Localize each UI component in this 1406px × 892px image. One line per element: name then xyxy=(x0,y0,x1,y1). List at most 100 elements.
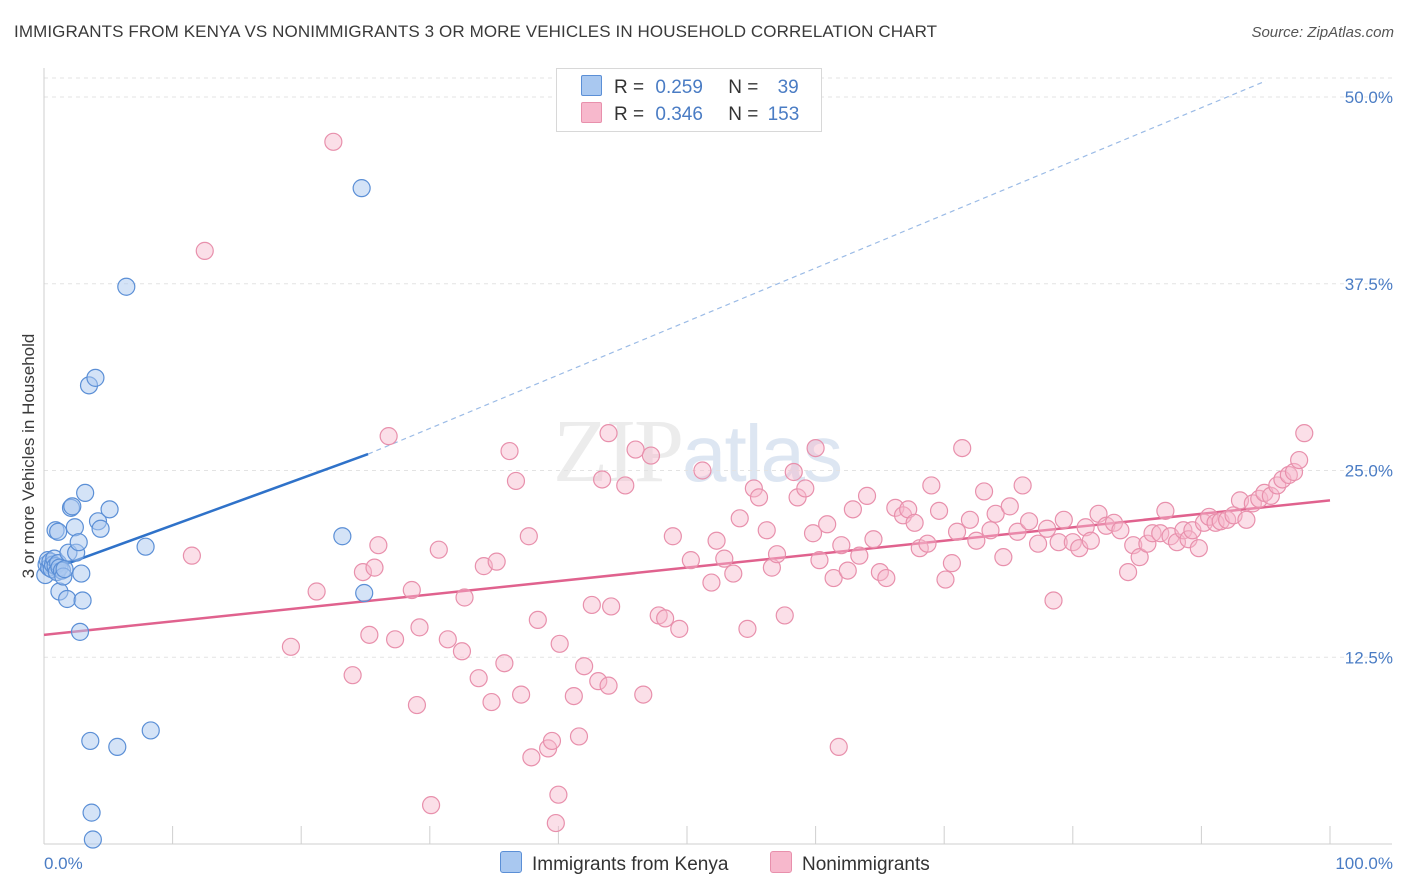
point-nonimmigrants xyxy=(1290,450,1309,470)
point-nonimmigrants xyxy=(994,548,1013,567)
grid-lines xyxy=(44,77,1392,658)
point-nonimmigrants xyxy=(967,531,986,550)
point-nonimmigrants xyxy=(656,609,675,628)
point-nonimmigrants xyxy=(947,522,967,541)
point-nonimmigrants xyxy=(182,546,201,565)
point-kenya xyxy=(100,500,119,519)
y-tick-label: 12.5% xyxy=(1345,648,1393,667)
point-nonimmigrants xyxy=(767,545,787,564)
legend-item-nonimmigrants[interactable]: Nonimmigrants xyxy=(770,851,930,876)
point-nonimmigrants xyxy=(663,527,682,546)
point-nonimmigrants xyxy=(775,606,794,625)
point-nonimmigrants xyxy=(487,552,506,571)
point-nonimmigrants xyxy=(974,482,994,501)
point-nonimmigrants xyxy=(1049,533,1068,552)
point-kenya xyxy=(58,589,77,609)
point-nonimmigrants xyxy=(575,657,594,676)
point-kenya xyxy=(83,830,102,849)
point-nonimmigrants xyxy=(715,549,734,568)
point-nonimmigrants xyxy=(670,619,689,638)
point-nonimmigrants xyxy=(195,241,214,260)
point-nonimmigrants xyxy=(512,685,531,704)
point-nonimmigrants xyxy=(599,424,618,443)
legend-swatch-kenya xyxy=(581,75,602,96)
point-nonimmigrants xyxy=(546,813,565,833)
point-kenya xyxy=(55,560,74,579)
point-nonimmigrants xyxy=(307,582,326,601)
point-nonimmigrants xyxy=(564,686,583,706)
point-kenya xyxy=(91,519,110,538)
point-nonimmigrants xyxy=(693,461,712,480)
point-nonimmigrants xyxy=(589,672,608,691)
point-kenya xyxy=(73,591,92,610)
point-nonimmigrants xyxy=(1237,510,1256,529)
legend-label-kenya: Immigrants from Kenya xyxy=(532,854,729,875)
correlation-legend: R = 0.259 N = 39 R = 0.346 N = 153 xyxy=(556,68,822,132)
chart-title: IMMIGRANTS FROM KENYA VS NONIMMIGRANTS 3… xyxy=(14,22,938,41)
point-nonimmigrants xyxy=(1000,497,1019,516)
point-nonimmigrants xyxy=(953,438,972,458)
point-nonimmigrants xyxy=(850,546,869,565)
point-nonimmigrants xyxy=(1081,531,1100,550)
point-nonimmigrants xyxy=(634,685,653,704)
point-kenya xyxy=(65,518,84,537)
legend-row-nonimmigrants: R = 0.346 N = 153 xyxy=(581,102,799,128)
point-kenya xyxy=(69,533,88,552)
point-nonimmigrants xyxy=(343,666,362,685)
trend-line-kenya xyxy=(43,452,369,574)
point-nonimmigrants xyxy=(1189,539,1208,558)
point-nonimmigrants xyxy=(877,568,896,588)
point-nonimmigrants xyxy=(616,476,635,495)
point-nonimmigrants xyxy=(482,692,501,712)
point-nonimmigrants xyxy=(1138,534,1157,553)
y-tick-label: 50.0% xyxy=(1345,88,1393,107)
point-nonimmigrants xyxy=(942,554,962,573)
point-nonimmigrants xyxy=(281,637,301,656)
point-nonimmigrants xyxy=(929,501,949,520)
point-nonimmigrants xyxy=(762,558,781,577)
point-nonimmigrants xyxy=(528,610,547,630)
point-kenya xyxy=(76,483,95,503)
watermark-zip: ZIP xyxy=(553,402,684,501)
point-nonimmigrants xyxy=(569,727,589,746)
point-nonimmigrants xyxy=(838,561,857,580)
point-nonimmigrants xyxy=(324,132,343,151)
point-nonimmigrants xyxy=(744,479,763,498)
point-nonimmigrants xyxy=(452,642,472,661)
point-nonimmigrants xyxy=(724,564,743,583)
point-kenya xyxy=(333,527,352,546)
point-kenya xyxy=(82,803,101,822)
point-nonimmigrants xyxy=(681,551,700,570)
point-nonimmigrants xyxy=(360,625,379,644)
source-label: Source: ZipAtlas.com xyxy=(1251,24,1394,41)
point-nonimmigrants xyxy=(506,471,526,491)
point-nonimmigrants xyxy=(455,588,474,607)
legend-swatch-kenya xyxy=(500,851,522,873)
point-nonimmigrants xyxy=(918,534,937,553)
point-nonimmigrants xyxy=(1295,424,1314,443)
point-nonimmigrants xyxy=(936,570,955,589)
point-nonimmigrants xyxy=(1013,476,1032,495)
legend-r-label: R = xyxy=(614,104,645,125)
point-nonimmigrants xyxy=(843,500,862,519)
legend-r-label: R = xyxy=(614,77,645,98)
point-nonimmigrants xyxy=(593,470,612,489)
point-nonimmigrants xyxy=(495,654,514,673)
axes xyxy=(43,68,1392,845)
point-nonimmigrants xyxy=(626,440,645,459)
point-nonimmigrants xyxy=(379,427,398,446)
point-nonimmigrants xyxy=(707,531,726,550)
point-kenya xyxy=(49,522,68,541)
point-nonimmigrants xyxy=(960,510,980,529)
point-kenya xyxy=(63,497,82,516)
point-nonimmigrants xyxy=(922,476,941,495)
legend-item-kenya[interactable]: Immigrants from Kenya xyxy=(500,851,728,876)
point-nonimmigrants xyxy=(1054,510,1073,529)
point-nonimmigrants xyxy=(429,540,448,559)
point-nonimmigrants xyxy=(1156,501,1175,520)
point-nonimmigrants xyxy=(749,488,769,507)
point-nonimmigrants xyxy=(410,618,429,637)
point-nonimmigrants xyxy=(402,580,421,600)
legend-n-value: 39 xyxy=(777,77,799,98)
point-nonimmigrants xyxy=(353,562,373,582)
